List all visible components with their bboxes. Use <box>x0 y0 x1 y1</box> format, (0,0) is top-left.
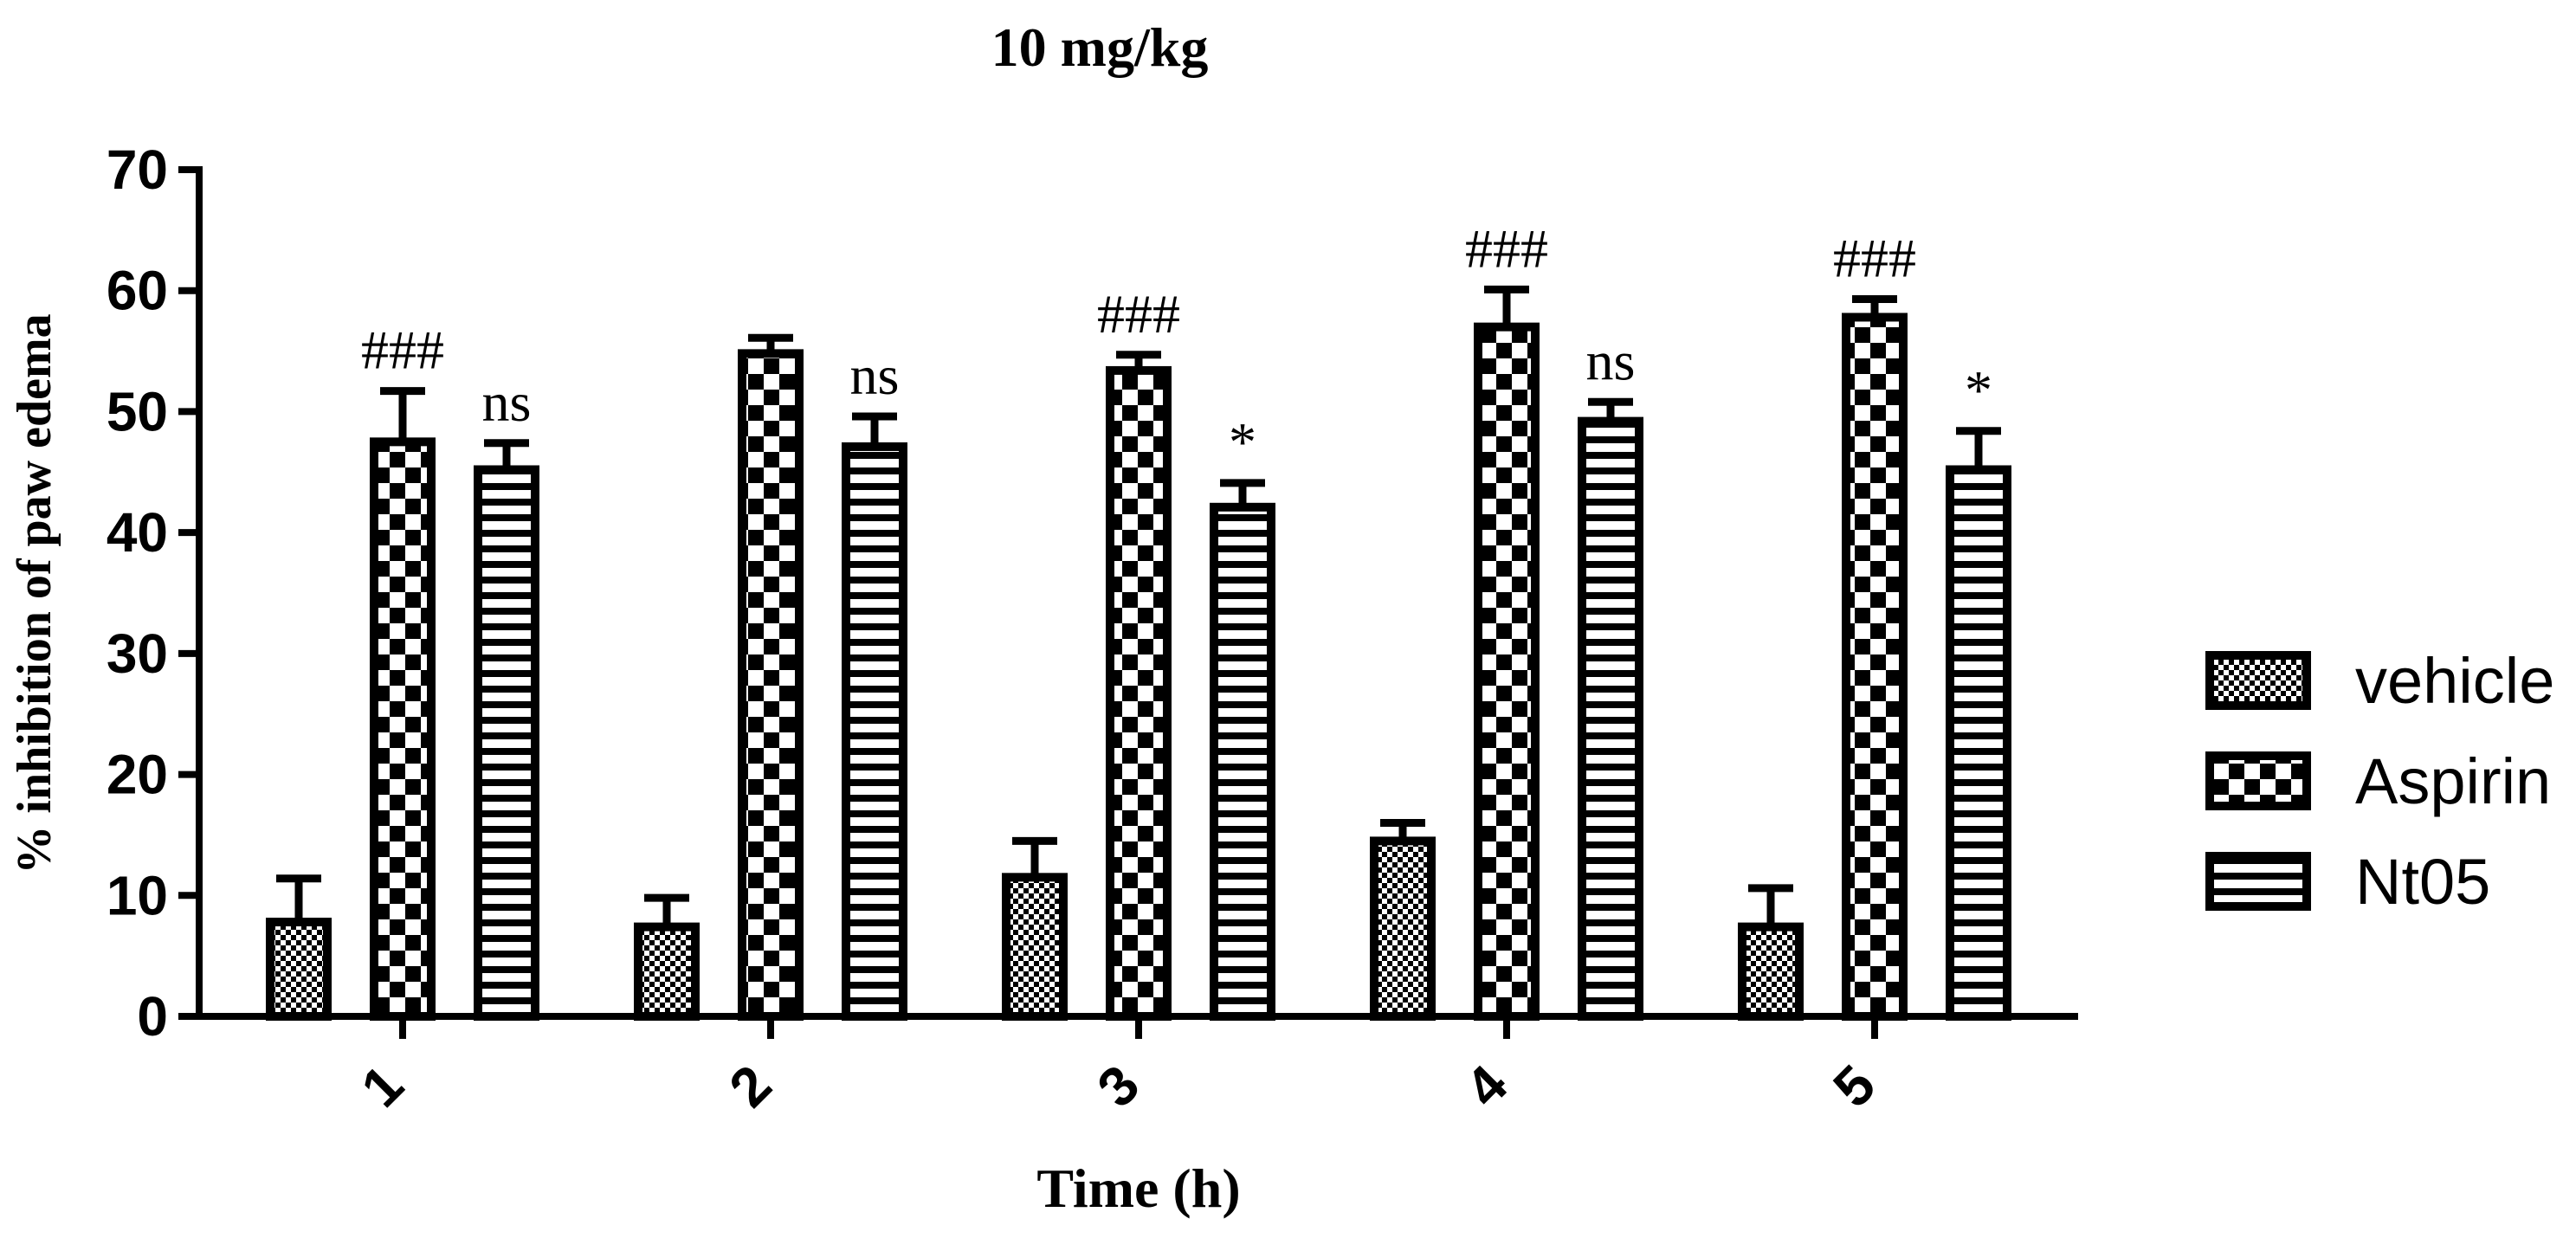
y-tick-label: 70 <box>107 139 168 201</box>
bar-vehicle-4 <box>1370 836 1436 1022</box>
significance-annotation: ### <box>1465 217 1548 279</box>
legend-swatch-vehicle <box>2205 651 2311 710</box>
significance-annotation: * <box>1965 359 1992 421</box>
legend-label-nt05: Nt05 <box>2355 846 2490 918</box>
bars <box>266 285 2011 1022</box>
significance-annotation: ### <box>361 319 444 381</box>
y-tick-label: 10 <box>107 864 168 926</box>
y-tick-label: 40 <box>107 501 168 564</box>
significance-annotation: ### <box>1833 227 1916 288</box>
bar-aspirin-1 <box>370 437 436 1022</box>
bar-nt05-4 <box>1578 416 1643 1021</box>
legend-swatch-nt05 <box>2205 852 2311 911</box>
bar-vehicle-3 <box>1002 873 1068 1021</box>
y-tick-label: 20 <box>107 744 168 806</box>
x-tick-label: 5 <box>1821 1053 1887 1119</box>
bar-aspirin-5 <box>1842 313 1908 1021</box>
x-tick-label: 2 <box>717 1053 783 1119</box>
chart-title: 10 mg/kg <box>991 16 1209 78</box>
y-tick-label: 50 <box>107 380 168 442</box>
significance-annotation: ns <box>850 345 900 406</box>
y-tick-label: 0 <box>137 985 168 1048</box>
x-tick-label: 3 <box>1085 1053 1151 1119</box>
y-tick-label: 30 <box>107 622 168 685</box>
bar-nt05-2 <box>842 442 907 1021</box>
significance-annotation: * <box>1229 411 1256 473</box>
bar-aspirin-2 <box>738 349 804 1021</box>
x-tick-label: 4 <box>1453 1053 1519 1119</box>
annotations: ### ns ns ### * ### ns ### * <box>361 217 1992 473</box>
bar-nt05-5 <box>1946 465 2011 1021</box>
y-axis-label: % inhibition of paw edema <box>8 313 61 874</box>
bar-nt05-3 <box>1210 502 1275 1021</box>
x-axis: 1 2 3 4 5 <box>196 1013 2078 1119</box>
significance-annotation: ns <box>482 371 532 433</box>
y-tick-label: 60 <box>107 260 168 322</box>
bar-aspirin-3 <box>1106 365 1172 1021</box>
x-axis-label: Time (h) <box>1036 1157 1240 1219</box>
significance-annotation: ns <box>1586 330 1636 391</box>
legend-swatch-aspirin <box>2205 751 2311 810</box>
bar-nt05-1 <box>474 465 539 1021</box>
x-tick-label: 1 <box>349 1053 415 1119</box>
bar-aspirin-4 <box>1474 322 1540 1021</box>
significance-annotation: ### <box>1097 283 1180 345</box>
legend: vehicle Aspirin Nt05 <box>2205 645 2554 918</box>
y-axis: 0 10 20 30 40 50 60 70 <box>107 139 203 1048</box>
bar-vehicle-2 <box>634 922 700 1022</box>
bar-vehicle-5 <box>1738 922 1804 1022</box>
bar-vehicle-1 <box>266 918 332 1021</box>
legend-label-vehicle: vehicle <box>2355 645 2554 717</box>
legend-label-aspirin: Aspirin <box>2355 745 2551 817</box>
